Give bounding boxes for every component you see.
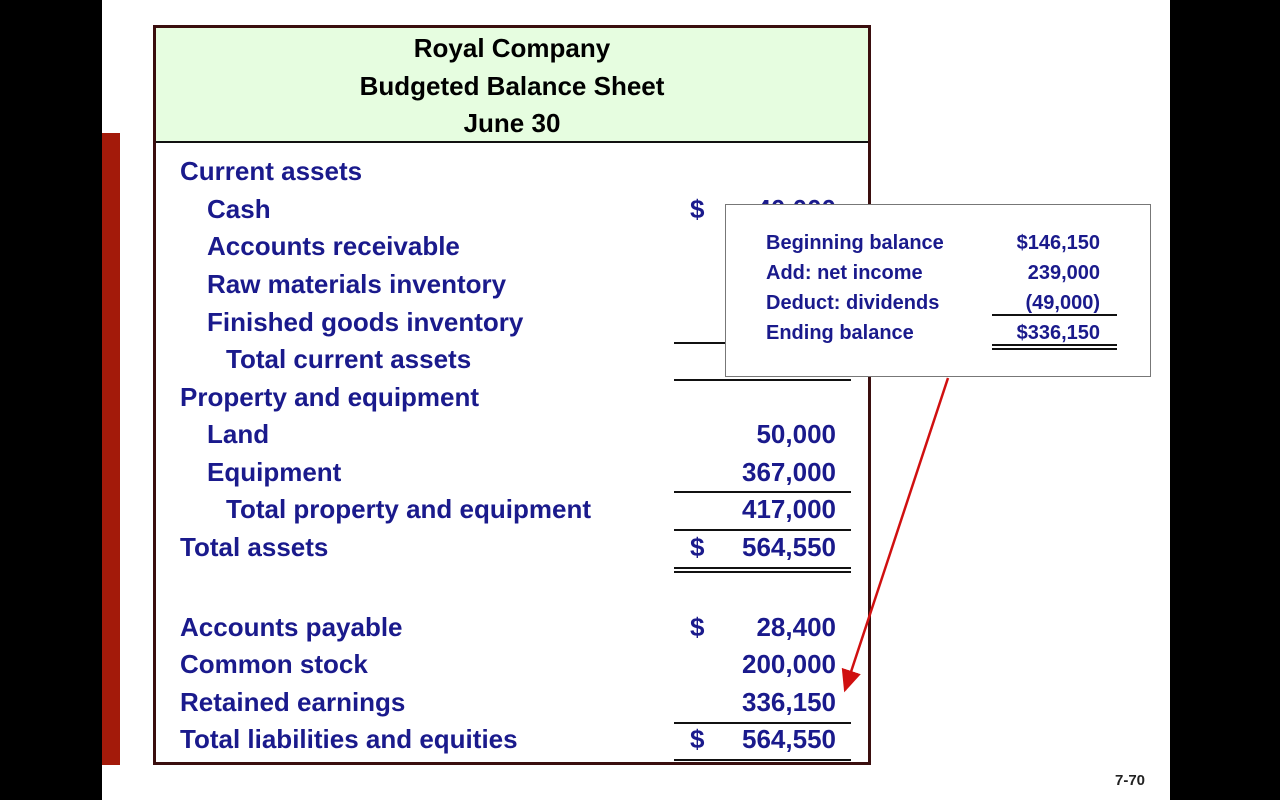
accent-bar [102, 133, 120, 765]
row-amount: 50,000 [756, 419, 836, 449]
row-dollar: $ [690, 194, 705, 224]
row-amount: 336,150 [742, 687, 836, 717]
callout-rule [992, 314, 1117, 316]
row-label: Total current assets [226, 344, 472, 374]
table-row: Equipment 367,000 [156, 454, 868, 490]
rule-line [674, 571, 851, 573]
row-label: Total assets [180, 532, 329, 562]
slide-number: 7-70 [1115, 772, 1146, 789]
callout-row: Beginning balance $146,150 [766, 229, 1136, 257]
balance-sheet: Royal Company Budgeted Balance Sheet Jun… [153, 25, 871, 765]
row-label: Property and equipment [180, 382, 480, 412]
callout-value: (49,000) [1025, 292, 1101, 314]
row-dollar: $ [690, 532, 705, 562]
callout-label: Deduct: dividends [766, 292, 940, 314]
row-amount: 564,550 [742, 724, 836, 754]
callout-label: Add: net income [766, 262, 923, 284]
row-label: Accounts payable [180, 612, 403, 642]
callout-value: 239,000 [1027, 262, 1100, 284]
table-row: Raw materials inventory [156, 266, 868, 302]
row-amount: 564,550 [742, 532, 836, 562]
callout-label: Ending balance [766, 322, 914, 344]
callout-row: Add: net income 239,000 [766, 259, 1136, 287]
table-row: Accounts receivable [156, 228, 868, 264]
callout-label: Beginning balance [766, 232, 944, 254]
table-row: Total current assets [156, 341, 868, 377]
callout-rule [992, 348, 1117, 350]
row-dollar: $ [690, 724, 705, 754]
rule-line [674, 491, 851, 493]
table-row: Finished goods inventory [156, 304, 868, 340]
row-amount: 200,000 [742, 649, 836, 679]
row-amount: 367,000 [742, 457, 836, 487]
row-label: Total property and equipment [226, 494, 591, 524]
table-row: Retained earnings 336,150 [156, 684, 868, 720]
row-label: Land [207, 419, 270, 449]
row-amount: 417,000 [742, 494, 836, 524]
callout-value: $336,150 [1016, 322, 1100, 344]
table-row: Common stock 200,000 [156, 646, 868, 682]
row-label: Current assets [180, 156, 363, 186]
rule-line [674, 722, 851, 724]
row-label: Retained earnings [180, 687, 406, 717]
row-label: Common stock [180, 649, 368, 679]
row-label: Cash [207, 194, 271, 224]
table-row: Land 50,000 [156, 416, 868, 452]
table-row: Total assets $ 564,550 [156, 529, 868, 565]
company-name: Royal Company [413, 33, 611, 63]
rule-line [674, 759, 851, 761]
rule-line [674, 567, 851, 569]
callout-row: Deduct: dividends (49,000) [766, 289, 1136, 317]
sheet-header: Royal Company Budgeted Balance Sheet Jun… [156, 28, 868, 143]
sheet-title: Budgeted Balance Sheet [359, 70, 665, 101]
sheet-date: June 30 [463, 108, 561, 138]
table-row: Total property and equipment 417,000 [156, 491, 868, 527]
row-dollar: $ [690, 612, 705, 642]
row-label: Total liabilities and equities [180, 724, 518, 754]
rule-line [674, 529, 851, 531]
retained-earnings-callout: Beginning balance $146,150 Add: net income… [725, 204, 1151, 377]
callout-rule [992, 344, 1117, 346]
table-row: Accounts payable $ 28,400 [156, 609, 868, 645]
table-row: Current assets [156, 153, 868, 189]
table-row: Total liabilities and equities $ 564,550 [156, 721, 868, 757]
row-label: Accounts receivable [207, 231, 460, 261]
row-label: Equipment [207, 457, 342, 487]
rule-line [674, 379, 851, 381]
row-label: Raw materials inventory [207, 269, 507, 299]
row-label: Finished goods inventory [207, 307, 524, 337]
callout-value: $146,150 [1016, 232, 1100, 254]
callout-row: Ending balance $336,150 [766, 319, 1136, 347]
table-row: Property and equipment [156, 379, 868, 415]
arrow-line [841, 377, 950, 693]
row-amount: 28,400 [756, 612, 836, 642]
